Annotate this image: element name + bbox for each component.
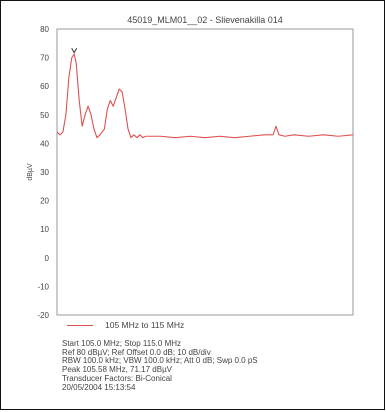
y-axis-label: dBµV <box>27 163 34 181</box>
y-tick-label: 30 <box>40 168 49 177</box>
info-timestamp: 20/05/2004 15:13:54 <box>62 382 136 392</box>
series-line <box>56 53 354 139</box>
info-peak: Peak 105.58 MHz, 71.17 dBµV <box>62 365 173 375</box>
y-tick-label: 80 <box>40 25 49 34</box>
legend-swatch <box>67 324 93 326</box>
y-tick-labels: 80 70 60 50 40 30 20 10 0 -10 -20 <box>37 25 49 320</box>
info-start-stop: Start 105.0 MHz; Stop 115.0 MHz <box>62 339 182 348</box>
measurement-info: Start 105.0 MHz; Stop 115.0 MHz Ref 80 d… <box>62 339 258 392</box>
peak-marker <box>71 48 78 54</box>
series-group <box>56 53 354 139</box>
y-tick-label: 70 <box>40 54 49 63</box>
y-tick-label: 40 <box>40 139 49 148</box>
y-tick-label: 20 <box>40 197 49 206</box>
y-tick-label: 60 <box>40 82 49 91</box>
y-tick-label: 0 <box>45 254 50 263</box>
y-tick-label: 10 <box>40 225 49 234</box>
info-transducer: Transducer Factors: Bi-Conical <box>62 373 172 383</box>
y-tick-label: -10 <box>37 282 49 291</box>
info-ref: Ref 80 dBµV; Ref Offset 0.0 dB; 10 dB/di… <box>62 347 211 357</box>
y-tick-label: -20 <box>37 311 49 320</box>
marker-group <box>71 48 78 54</box>
legend: 105 MHz to 115 MHz <box>67 319 184 331</box>
info-bandwidth: RBW 100.0 kHz; VBW 100.0 kHz; Att 0 dB; … <box>62 356 258 366</box>
y-tick-label: 50 <box>40 111 49 120</box>
legend-label: 105 MHz to 115 MHz <box>105 320 185 330</box>
plot-area <box>56 28 354 316</box>
chart-title: 45019_MLM01__02 - Slievenakilla 014 <box>127 15 283 25</box>
